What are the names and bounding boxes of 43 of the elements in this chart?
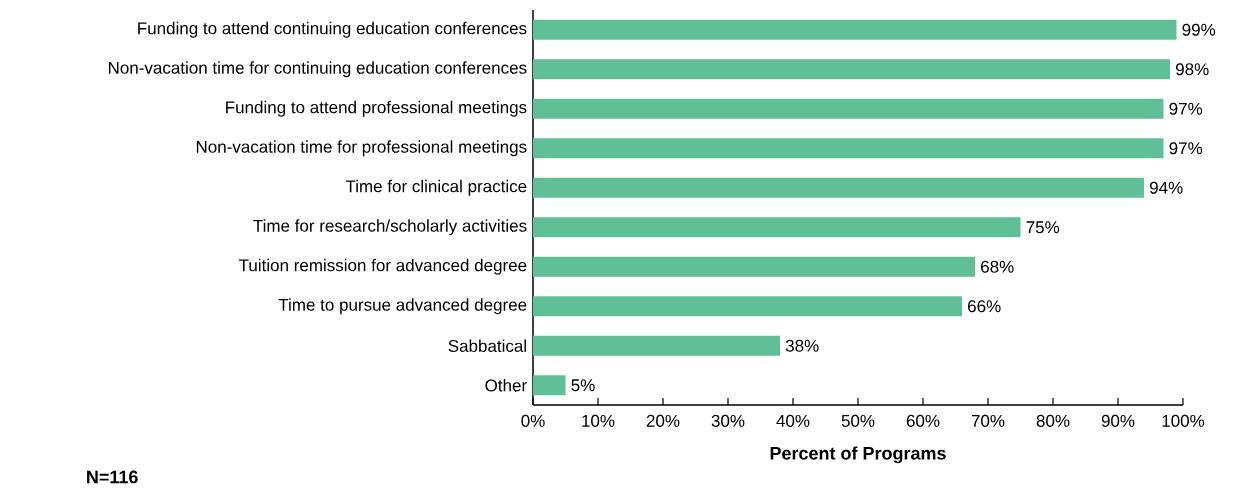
y-tick-label: Time to pursue advanced degree <box>278 298 527 315</box>
y-tick-label: Time for clinical practice <box>345 179 527 196</box>
y-tick-label: Sabbatical <box>448 339 526 352</box>
x-tick-label: 70% <box>971 414 1005 427</box>
bar <box>533 335 780 356</box>
y-tick-label: Tuition remission for advanced degree <box>238 258 527 275</box>
data-label: 75% <box>1026 221 1060 234</box>
bar <box>533 59 1170 80</box>
x-axis-title: Percent of Programs <box>770 446 946 464</box>
y-tick-label: Funding to attend professional meetings <box>226 100 527 117</box>
x-tick-label: 100% <box>1162 414 1205 427</box>
text: N=116 <box>87 470 138 484</box>
data-label: 68% <box>981 260 1014 273</box>
data-label: 99% <box>1182 23 1216 36</box>
y-tick-label: Non-vacation time for continuing education conferences <box>108 61 527 78</box>
data-label: 94% <box>1150 181 1183 194</box>
bar <box>533 138 1164 159</box>
bar <box>533 98 1164 119</box>
x-tick-label: 60% <box>906 414 940 427</box>
data-label: 97% <box>1169 142 1203 155</box>
data-label: 5% <box>571 379 595 392</box>
bar <box>533 217 1021 238</box>
y-tick-label: Non-vacation time for professional meetings <box>196 140 527 157</box>
y-tick-label: Funding to attend continuing education conferences <box>138 21 527 38</box>
bar <box>533 177 1144 198</box>
data-label: 38% <box>785 339 819 352</box>
x-tick-label: 50% <box>841 414 875 427</box>
data-label: 97% <box>1169 102 1203 115</box>
x-tick-label: 40% <box>776 414 810 427</box>
bar <box>533 296 962 317</box>
x-tick-label: 10% <box>582 414 615 427</box>
y-tick-label: Other <box>485 379 527 392</box>
x-tick-label: 0% <box>521 414 545 427</box>
bar <box>533 19 1177 40</box>
bar <box>533 375 566 396</box>
data-label: 66% <box>968 300 1001 313</box>
data-label: 98% <box>1176 63 1209 76</box>
x-tick-label: 30% <box>711 414 745 427</box>
x-tick-label: 20% <box>646 414 680 427</box>
x-tick-label: 90% <box>1101 414 1135 427</box>
bar <box>533 256 975 277</box>
y-tick-label: Time for research/scholarly activities <box>253 219 527 236</box>
x-tick-label: 80% <box>1036 414 1070 427</box>
